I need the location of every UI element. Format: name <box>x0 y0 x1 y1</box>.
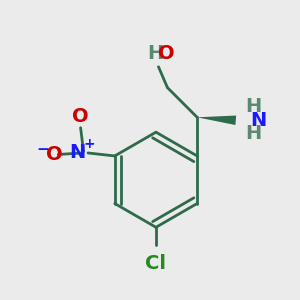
Text: +: + <box>84 137 95 151</box>
Text: H: H <box>245 98 262 116</box>
Text: H: H <box>147 44 164 63</box>
Text: N: N <box>69 143 85 163</box>
Text: H: H <box>245 124 262 143</box>
Text: −: − <box>36 142 49 157</box>
Text: Cl: Cl <box>146 254 167 273</box>
Text: N: N <box>250 111 267 130</box>
Polygon shape <box>197 116 236 125</box>
Text: O: O <box>46 145 62 164</box>
Text: O: O <box>72 107 89 126</box>
Text: O: O <box>158 44 174 63</box>
